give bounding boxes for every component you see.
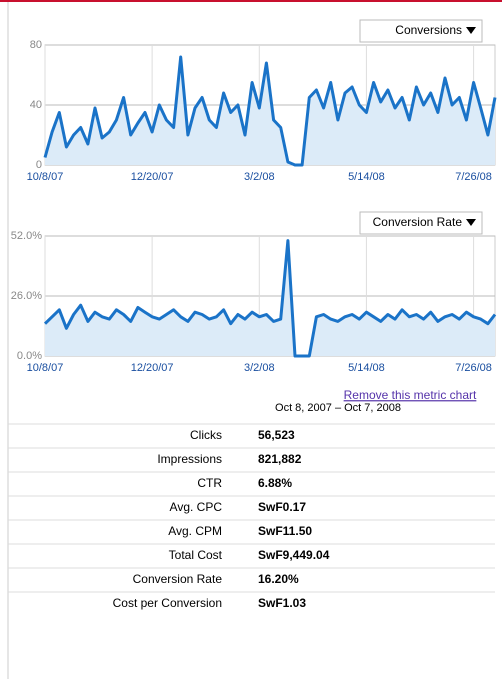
line (43, 239, 497, 358)
x-tick-label: 12/20/07 (131, 362, 174, 374)
x-tick-label: 3/2/08 (244, 171, 275, 183)
x-tick-label: 7/26/08 (455, 171, 492, 183)
remove-link[interactable]: Remove this metric chart (344, 388, 477, 402)
y-tick-label: 0 (36, 159, 42, 171)
metric-value: SwF1.03 (258, 596, 306, 610)
top-border (0, 0, 502, 2)
dropdown-label[interactable]: Conversions (395, 23, 462, 37)
metric-dropdown[interactable] (359, 19, 483, 43)
metric-name: Conversion Rate (133, 572, 223, 586)
date-range: Oct 8, 2007 – Oct 7, 2008 (275, 402, 401, 414)
metric-name: Impressions (157, 452, 222, 466)
x-tick-label: 10/8/07 (27, 171, 64, 183)
metric-name: Total Cost (169, 548, 223, 562)
y-tick-label: 80 (30, 39, 42, 51)
metric-name: Avg. CPC (170, 500, 223, 514)
metric-name: Clicks (190, 428, 222, 442)
x-tick-label: 12/20/07 (131, 171, 174, 183)
dropdown-label[interactable]: Conversion Rate (373, 215, 463, 229)
y-tick-label: 0.0% (17, 350, 42, 362)
dropdown-arrow (466, 219, 476, 226)
area (45, 57, 495, 165)
dropdown-arrow (466, 27, 476, 34)
y-tick-label: 26.0% (11, 290, 42, 302)
x-tick-label: 3/2/08 (244, 362, 275, 374)
metric-name: Avg. CPM (168, 524, 222, 538)
metric-value: 56,523 (258, 428, 295, 442)
line (43, 55, 497, 167)
metric-value: SwF0.17 (258, 500, 306, 514)
y-tick-label: 40 (30, 99, 42, 111)
metric-dropdown[interactable] (359, 211, 483, 235)
x-tick-label: 10/8/07 (27, 362, 64, 374)
metric-value: SwF11.50 (258, 524, 312, 538)
x-tick-label: 7/26/08 (455, 362, 492, 374)
metric-name: CTR (197, 476, 222, 490)
area (45, 240, 495, 356)
metric-value: 6.88% (258, 476, 292, 490)
metric-value: SwF9,449.04 (258, 548, 330, 562)
metric-value: 16.20% (258, 572, 299, 586)
metric-name: Cost per Conversion (113, 596, 222, 610)
metric-value: 821,882 (258, 452, 302, 466)
x-tick-label: 5/14/08 (348, 362, 385, 374)
y-tick-label: 52.0% (11, 230, 42, 242)
x-tick-label: 5/14/08 (348, 171, 385, 183)
